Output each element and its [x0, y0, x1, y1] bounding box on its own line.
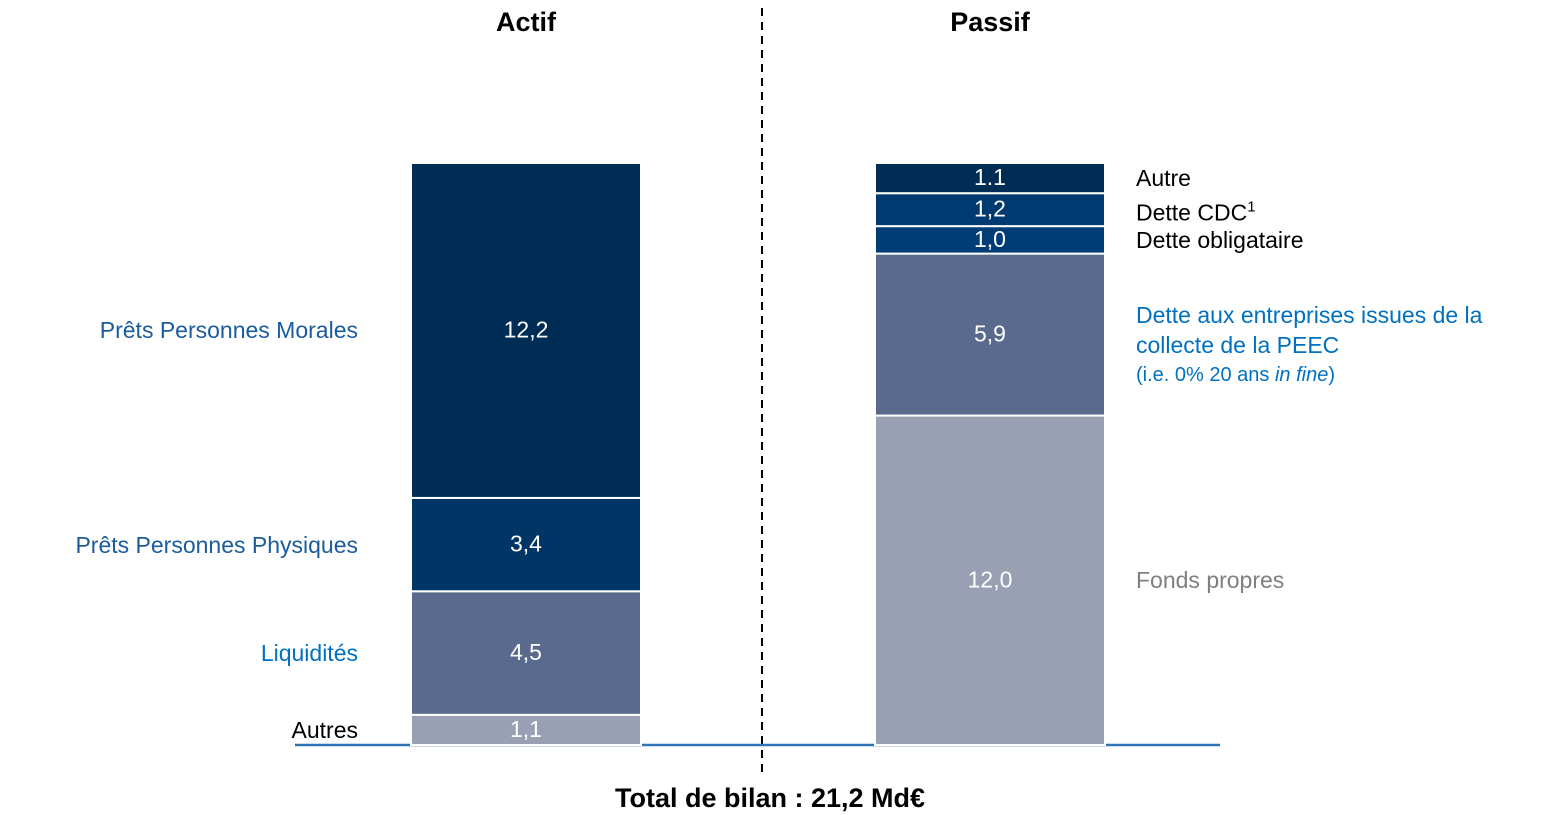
value-label: 1,1 — [510, 716, 542, 742]
segment-name: Liquidités — [260, 640, 358, 667]
value-label: 12,2 — [504, 317, 549, 343]
column-header: Passif — [950, 7, 1031, 37]
segment-name: Autre — [1136, 165, 1191, 192]
segment-label: Autre — [1136, 163, 1191, 193]
segment-name: Autres — [291, 716, 358, 743]
segment-name: Dette obligataire — [1136, 226, 1304, 253]
segment-label: Autres — [292, 715, 358, 745]
segment-note: (i.e. 0% 20 ans in fine) — [1136, 360, 1516, 390]
segment-label: Dette aux entreprises issues de la colle… — [1136, 300, 1516, 390]
value-label: 5,9 — [974, 321, 1006, 347]
bar-segment — [410, 162, 642, 499]
segment-label: Dette obligataire — [1136, 225, 1304, 255]
value-label: 3,4 — [510, 531, 542, 557]
segment-name: Dette aux entreprises issues de la colle… — [1136, 301, 1483, 358]
value-label: 12,0 — [968, 566, 1013, 592]
segment-label: Prêts Personnes Morales — [100, 315, 358, 345]
note-text: (i.e. 0% 20 ans — [1136, 363, 1275, 386]
value-label: 4,5 — [510, 639, 542, 665]
bar-segment — [874, 162, 1106, 195]
value-label: 1.1 — [974, 164, 1006, 190]
footnote: 1 — [1247, 198, 1256, 216]
footer: Total de bilan : 21,2 Md€ — [615, 783, 925, 813]
segment-label: Prêts Personnes Physiques — [75, 530, 358, 560]
segment-name: Dette CDC — [1136, 198, 1248, 225]
segment-label: Fonds propres — [1136, 565, 1284, 595]
bar-segment — [874, 225, 1106, 255]
column-header: Actif — [496, 7, 557, 37]
bar-segment — [874, 252, 1106, 417]
segment-name: Prêts Personnes Morales — [99, 317, 358, 344]
bar-segment — [410, 496, 642, 593]
segment-name: Prêts Personnes Physiques — [75, 531, 358, 558]
value-label: 1,0 — [974, 226, 1006, 252]
bar-segment — [410, 590, 642, 716]
note-end: ) — [1328, 363, 1336, 386]
value-label: 1,2 — [974, 196, 1006, 222]
segment-label: Liquidités — [261, 638, 358, 668]
bar-segment — [874, 192, 1106, 228]
segment-name: Fonds propres — [1136, 567, 1285, 594]
segment-label: Dette CDC1 — [1136, 192, 1256, 227]
note-italic: in fine — [1274, 363, 1329, 386]
